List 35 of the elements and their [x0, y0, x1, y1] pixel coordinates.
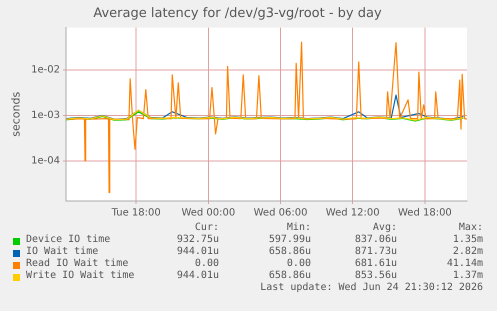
- x-tick-label: Wed 00:00: [181, 208, 236, 219]
- text: 1.37m: [452, 270, 483, 281]
- text: 681.61u: [354, 258, 397, 269]
- text: 2.82m: [452, 246, 483, 257]
- y-tick-label: 1e-02: [31, 64, 60, 76]
- chart-title: Average latency for /dev/g3-vg/root - by day: [93, 6, 382, 22]
- y-tick-label: 1e-03: [31, 110, 60, 121]
- text: 944.01u: [176, 270, 219, 281]
- y-axis-title: seconds: [9, 92, 22, 137]
- x-tick-label: Wed 18:00: [398, 208, 452, 219]
- text: 597.99u: [268, 234, 311, 245]
- text: 41.14m: [446, 258, 483, 269]
- text: 0.00: [194, 258, 219, 269]
- text: Avg:: [372, 222, 397, 233]
- legend-label: IO Wait time: [26, 246, 98, 257]
- text: Cur:: [194, 222, 219, 233]
- legend-label: Device IO time: [26, 234, 110, 245]
- x-tick-label: Tue 18:00: [110, 208, 161, 219]
- y-tick-label: 1e-04: [31, 155, 60, 166]
- x-tick-label: Wed 12:00: [326, 208, 380, 219]
- text: 944.01u: [176, 246, 219, 257]
- text: Max:: [458, 222, 483, 233]
- text: 658.86u: [268, 270, 311, 281]
- x-tick-label: Wed 06:00: [254, 208, 308, 219]
- text: 837.06u: [354, 234, 397, 245]
- text: Last update: Wed Jun 24 21:30:12 2026: [260, 282, 483, 293]
- text: 658.86u: [268, 246, 311, 257]
- text: 853.56u: [354, 270, 397, 281]
- text: 871.73u: [354, 246, 397, 257]
- text: 1.35m: [452, 234, 483, 245]
- text: 0.00: [286, 258, 311, 269]
- text: 932.75u: [176, 234, 219, 245]
- legend-label: Read IO Wait time: [26, 258, 128, 269]
- legend-label: Write IO Wait time: [26, 270, 134, 281]
- text: Min:: [286, 222, 311, 233]
